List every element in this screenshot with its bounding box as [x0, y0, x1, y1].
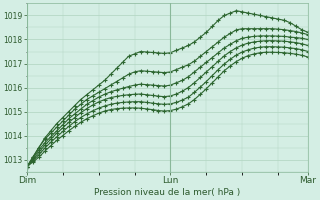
- X-axis label: Pression niveau de la mer( hPa ): Pression niveau de la mer( hPa ): [94, 188, 241, 197]
